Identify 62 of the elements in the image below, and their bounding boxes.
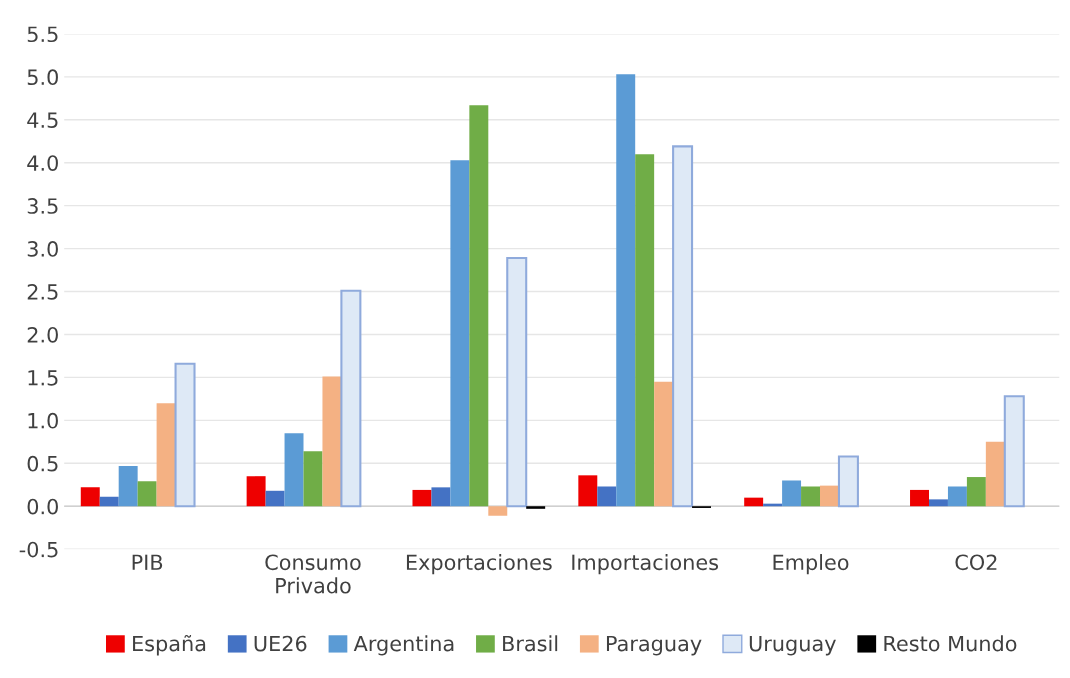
bar <box>284 433 304 507</box>
bar <box>744 497 764 507</box>
y-tick-label: 1.5 <box>28 370 58 386</box>
bar <box>966 477 986 507</box>
y-tick-label: 2.5 <box>27 283 58 300</box>
bar <box>616 74 636 507</box>
legend-label: Argentina <box>353 635 454 656</box>
bar <box>801 486 820 507</box>
y-tick-label: 5.5 <box>27 26 58 43</box>
bar <box>947 486 967 507</box>
bar <box>635 154 655 507</box>
bar <box>782 480 802 507</box>
legend-label: UE26 <box>254 635 307 652</box>
x-tick-label: CO2 <box>955 554 997 571</box>
x-tick-label: Empleo <box>773 554 849 575</box>
y-tick-label: 3.0 <box>27 241 58 257</box>
bar <box>156 403 176 507</box>
y-tick-label: 4.0 <box>27 155 58 171</box>
bar <box>137 481 157 507</box>
y-tick-label: 5.0 <box>27 69 58 86</box>
legend-label: Brasil <box>503 635 558 652</box>
bar <box>322 376 342 507</box>
legend-label: Paraguay <box>606 635 702 656</box>
y-tick-label: 0.0 <box>27 498 58 515</box>
x-tick-label: Exportaciones <box>406 554 552 575</box>
bar <box>303 451 323 507</box>
y-tick-label: 0.5 <box>27 455 58 472</box>
y-tick-label: 1.0 <box>28 412 58 429</box>
x-tick-label: Importaciones <box>572 554 719 575</box>
bar <box>578 475 598 507</box>
bar <box>450 160 470 507</box>
bar <box>1003 395 1025 508</box>
bar <box>469 105 489 507</box>
bar <box>820 485 839 507</box>
bar <box>99 496 119 507</box>
bar <box>837 455 859 508</box>
bar <box>672 145 694 508</box>
bar <box>910 489 929 507</box>
bar <box>118 465 138 507</box>
bar <box>246 476 266 507</box>
y-tick-label: 2.0 <box>27 326 58 343</box>
x-tick-label: PIB <box>132 554 163 570</box>
legend-label: Resto Mundo <box>884 635 1017 652</box>
legend-label: España <box>133 634 206 656</box>
bar <box>431 487 451 507</box>
bar <box>265 490 285 507</box>
legend-label: Uruguay <box>749 635 836 656</box>
y-tick-label: 3.5 <box>27 198 58 214</box>
bar <box>526 506 546 509</box>
bar <box>506 257 528 508</box>
bar <box>928 499 948 507</box>
bar <box>488 506 508 516</box>
y-tick-label: 4.5 <box>27 112 58 128</box>
bar <box>174 362 196 508</box>
bar <box>80 487 100 507</box>
bar <box>412 489 432 507</box>
y-tick-label: -0.5 <box>19 541 58 558</box>
bar <box>597 486 617 507</box>
x-tick-label: Consumo Privado <box>265 554 361 594</box>
bar <box>340 289 362 508</box>
bar <box>985 441 1005 507</box>
bar <box>654 381 674 507</box>
